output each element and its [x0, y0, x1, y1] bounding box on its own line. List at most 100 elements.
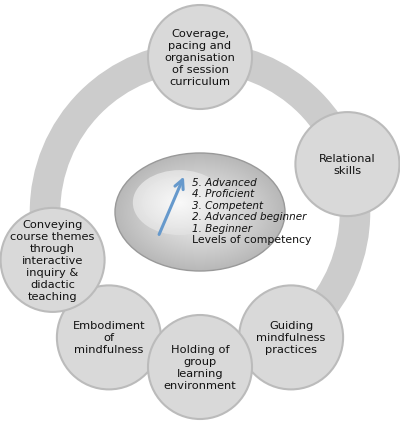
Ellipse shape [186, 203, 214, 222]
Ellipse shape [150, 182, 210, 224]
Text: Embodiment
of
mindfulness: Embodiment of mindfulness [72, 321, 145, 354]
Text: Levels of competency: Levels of competency [192, 235, 311, 245]
Ellipse shape [139, 170, 261, 255]
Ellipse shape [119, 157, 281, 268]
Text: Coverage,
pacing and
organisation
of session
curriculum: Coverage, pacing and organisation of ses… [164, 29, 236, 87]
Ellipse shape [146, 180, 213, 226]
Ellipse shape [155, 186, 204, 220]
Ellipse shape [153, 180, 247, 245]
Ellipse shape [140, 176, 219, 230]
Ellipse shape [183, 201, 217, 224]
Ellipse shape [149, 177, 251, 248]
Ellipse shape [148, 181, 211, 225]
Ellipse shape [182, 200, 218, 225]
Ellipse shape [148, 176, 252, 249]
Text: Holding of
group
learning
environment: Holding of group learning environment [164, 344, 236, 390]
Text: 4. Proficient: 4. Proficient [192, 189, 254, 199]
Ellipse shape [157, 187, 202, 219]
Ellipse shape [125, 161, 275, 265]
Circle shape [239, 286, 343, 389]
Ellipse shape [189, 204, 211, 220]
Ellipse shape [176, 201, 183, 206]
Ellipse shape [160, 185, 240, 240]
Ellipse shape [184, 201, 216, 223]
Text: 1. Beginner: 1. Beginner [192, 224, 252, 233]
Ellipse shape [118, 155, 282, 269]
Ellipse shape [136, 173, 223, 233]
Ellipse shape [138, 175, 221, 232]
Ellipse shape [156, 182, 244, 243]
Ellipse shape [140, 171, 260, 254]
Ellipse shape [169, 191, 231, 234]
Ellipse shape [150, 178, 250, 247]
Circle shape [57, 286, 161, 389]
Ellipse shape [198, 212, 202, 213]
Ellipse shape [115, 154, 285, 271]
Ellipse shape [192, 207, 208, 219]
Text: 5. Advanced: 5. Advanced [192, 178, 257, 187]
Ellipse shape [129, 164, 271, 262]
Ellipse shape [143, 173, 257, 252]
Ellipse shape [165, 193, 194, 213]
Ellipse shape [168, 195, 191, 211]
Ellipse shape [163, 191, 196, 215]
Text: Relational
skills: Relational skills [319, 154, 376, 176]
Ellipse shape [159, 184, 241, 241]
Ellipse shape [194, 209, 206, 216]
Ellipse shape [187, 204, 213, 222]
Ellipse shape [172, 193, 228, 232]
Ellipse shape [126, 161, 274, 264]
Ellipse shape [168, 190, 232, 235]
Ellipse shape [159, 189, 200, 217]
Ellipse shape [166, 189, 234, 236]
Ellipse shape [163, 187, 237, 238]
Ellipse shape [116, 155, 284, 271]
Ellipse shape [152, 179, 248, 246]
Ellipse shape [134, 167, 266, 259]
Ellipse shape [133, 171, 226, 236]
Ellipse shape [180, 199, 220, 226]
Ellipse shape [193, 207, 207, 217]
Ellipse shape [176, 196, 224, 229]
Ellipse shape [130, 164, 270, 261]
Ellipse shape [124, 159, 276, 265]
Ellipse shape [128, 162, 272, 262]
Ellipse shape [146, 175, 254, 250]
Text: 2. Advanced beginner: 2. Advanced beginner [192, 212, 306, 222]
Ellipse shape [152, 184, 208, 222]
Ellipse shape [173, 194, 227, 231]
Ellipse shape [135, 167, 265, 258]
Ellipse shape [179, 198, 221, 227]
Text: 3. Competent: 3. Competent [192, 201, 263, 210]
Ellipse shape [170, 197, 189, 210]
Circle shape [148, 6, 252, 110]
Ellipse shape [121, 158, 279, 268]
Ellipse shape [164, 188, 236, 237]
Ellipse shape [161, 190, 198, 216]
Ellipse shape [172, 198, 187, 208]
Ellipse shape [154, 185, 206, 221]
Ellipse shape [162, 186, 238, 239]
Ellipse shape [136, 168, 264, 256]
Ellipse shape [142, 172, 258, 253]
Ellipse shape [155, 181, 245, 244]
Ellipse shape [145, 174, 255, 251]
Ellipse shape [190, 206, 210, 219]
Ellipse shape [135, 172, 224, 234]
Ellipse shape [166, 194, 193, 212]
Circle shape [296, 113, 400, 216]
Text: Guiding
mindfulness
practices: Guiding mindfulness practices [256, 321, 326, 354]
Ellipse shape [170, 192, 230, 233]
Ellipse shape [178, 202, 182, 204]
Ellipse shape [158, 183, 242, 242]
Ellipse shape [132, 165, 268, 259]
Ellipse shape [174, 199, 185, 207]
Circle shape [148, 315, 252, 419]
Text: Conveying
course themes
through
interactive
inquiry &
didactic
teaching: Conveying course themes through interact… [10, 219, 95, 301]
Ellipse shape [174, 195, 226, 230]
Ellipse shape [144, 178, 215, 227]
Ellipse shape [122, 158, 278, 266]
Ellipse shape [142, 177, 217, 229]
Ellipse shape [196, 210, 204, 216]
Circle shape [0, 208, 104, 312]
